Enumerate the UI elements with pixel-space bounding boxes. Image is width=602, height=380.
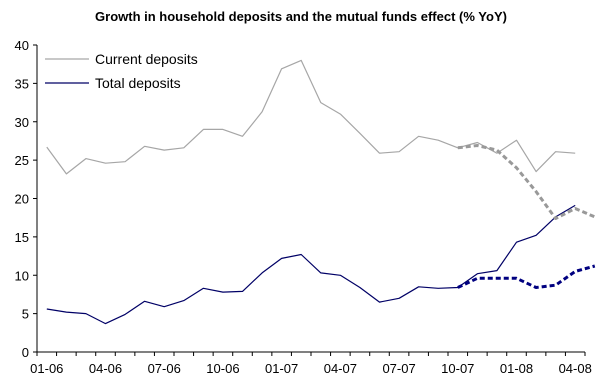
y-tick-label: 40	[15, 38, 29, 53]
y-tick-label: 0	[22, 345, 29, 360]
series-line-dashed-3	[457, 264, 596, 289]
series-line-1	[46, 204, 576, 325]
y-tick-label: 5	[22, 307, 29, 322]
x-tick-label: 07-06	[148, 361, 181, 376]
series-line-0	[46, 59, 576, 175]
x-tick-label: 04-07	[324, 361, 357, 376]
y-tick-label: 25	[15, 153, 29, 168]
legend: Current deposits Total deposits	[45, 51, 198, 91]
y-tick-label: 10	[15, 268, 29, 283]
y-tick-label: 15	[15, 230, 29, 245]
x-tick-label: 01-08	[500, 361, 533, 376]
x-tick-label: 10-06	[206, 361, 239, 376]
x-tick-label: 01-06	[30, 361, 63, 376]
axes: 0 5 10 15 20 25 30 35 40 01-06 04-06 07-06 10-06 01-0…	[15, 38, 592, 376]
series-line-dashed-2	[457, 144, 596, 220]
y-tick-label: 20	[15, 192, 29, 207]
series-layer	[46, 59, 596, 325]
y-tick-label: 35	[15, 76, 29, 91]
x-tick-label: 10-07	[441, 361, 474, 376]
x-tick-label: 04-08	[559, 361, 592, 376]
x-tick-label: 01-07	[265, 361, 298, 376]
chart-title: Growth in household deposits and the mut…	[95, 9, 507, 24]
legend-label: Total deposits	[95, 75, 181, 91]
y-tick-label: 30	[15, 115, 29, 130]
legend-label: Current deposits	[95, 51, 198, 67]
x-tick-label: 04-06	[89, 361, 122, 376]
x-tick-label: 07-07	[382, 361, 415, 376]
